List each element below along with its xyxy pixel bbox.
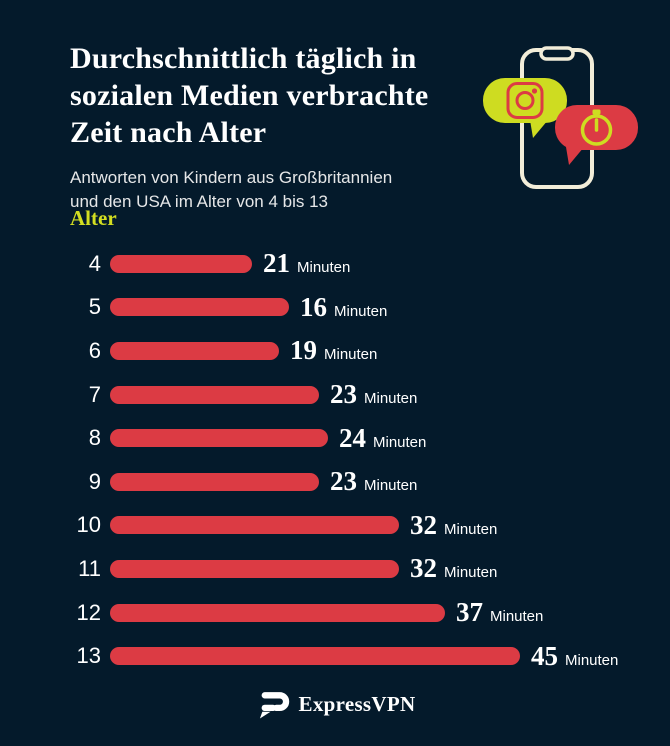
header: Durchschnittlich täglich in sozialen Med… (70, 40, 510, 214)
chart-row: 4 21 Minuten (64, 242, 670, 286)
unit-label: Minuten (444, 520, 498, 538)
bar (110, 298, 289, 317)
subtitle-line-2: und den USA im Alter von 4 bis 13 (70, 192, 328, 211)
value-label: 16 (300, 291, 327, 322)
unit-label: Minuten (324, 346, 378, 364)
brand-name: ExpressVPN (298, 692, 416, 716)
stopwatch-bubble (555, 105, 638, 165)
unit-label: Minuten (334, 302, 388, 320)
value-labels: 32 Minuten (410, 553, 497, 584)
unit-label: Minuten (297, 259, 351, 277)
chart-row: 6 19 Minuten (64, 329, 670, 373)
unit-label: Minuten (373, 433, 427, 451)
chart-row: 7 23 Minuten (64, 373, 670, 417)
bar (110, 429, 328, 448)
bar (110, 559, 399, 578)
unit-label: Minuten (565, 651, 619, 669)
value-label: 23 (330, 379, 357, 410)
age-label: 10 (76, 512, 101, 538)
value-label: 23 (330, 466, 357, 497)
value-labels: 16 Minuten (300, 292, 387, 323)
age-label: 8 (88, 425, 101, 451)
age-label: 4 (88, 250, 101, 276)
age-label: 7 (88, 381, 101, 407)
value-label: 45 (531, 640, 558, 671)
value-labels: 23 Minuten (330, 379, 417, 410)
subtitle-line-1: Antworten von Kindern aus Großbritannien (70, 168, 393, 187)
age-label: 9 (88, 468, 101, 494)
bar (110, 516, 399, 535)
value-label: 21 (263, 248, 290, 279)
age-label: 6 (88, 337, 101, 363)
footer: ExpressVPN (0, 689, 670, 720)
value-labels: 21 Minuten (263, 248, 350, 279)
value-labels: 45 Minuten (531, 641, 618, 672)
bar (110, 254, 252, 273)
value-label: 37 (456, 597, 483, 628)
value-labels: 37 Minuten (456, 597, 543, 628)
value-label: 24 (339, 422, 366, 453)
chart-row: 9 23 Minuten (64, 460, 670, 504)
value-label: 32 (410, 509, 437, 540)
age-label: 13 (76, 643, 101, 669)
chart-row: 13 45 Minuten (64, 634, 670, 678)
value-label: 32 (410, 553, 437, 584)
bar (110, 472, 319, 491)
age-label: 12 (76, 599, 101, 625)
title-line-1: Durchschnittlich täglich in (70, 42, 417, 75)
value-labels: 32 Minuten (410, 510, 497, 541)
axis-label-alter: Alter (70, 206, 117, 230)
chart-row: 8 24 Minuten (64, 416, 670, 460)
chart-row: 11 32 Minuten (64, 547, 670, 591)
bar (110, 603, 445, 622)
title-line-3: Zeit nach Alter (70, 116, 267, 149)
expressvpn-logo-icon (259, 692, 289, 719)
instagram-bubble (483, 78, 567, 138)
chart-row: 10 32 Minuten (64, 504, 670, 548)
unit-label: Minuten (490, 608, 544, 626)
chart-row: 12 37 Minuten (64, 591, 670, 635)
bar (110, 385, 319, 404)
bar (110, 647, 520, 666)
value-label: 19 (290, 335, 317, 366)
unit-label: Minuten (364, 390, 418, 408)
chart-rows: 4 21 Minuten 5 16 Minuten 6 19 Minuten (64, 242, 670, 678)
title-line-2: sozialen Medien verbrachte (70, 79, 429, 112)
value-labels: 24 Minuten (339, 423, 426, 454)
page-title: Durchschnittlich täglich in sozialen Med… (70, 40, 510, 151)
age-label: 11 (78, 555, 101, 581)
instagram-icon (506, 82, 544, 119)
value-labels: 19 Minuten (290, 335, 377, 366)
value-labels: 23 Minuten (330, 466, 417, 497)
age-label: 5 (88, 294, 101, 320)
phone-illustration (483, 46, 638, 189)
bar (110, 341, 279, 360)
chart-row: 5 16 Minuten (64, 286, 670, 330)
subtitle: Antworten von Kindern aus Großbritannien… (70, 166, 510, 214)
unit-label: Minuten (364, 477, 418, 495)
stopwatch-icon (580, 109, 613, 146)
unit-label: Minuten (444, 564, 498, 582)
